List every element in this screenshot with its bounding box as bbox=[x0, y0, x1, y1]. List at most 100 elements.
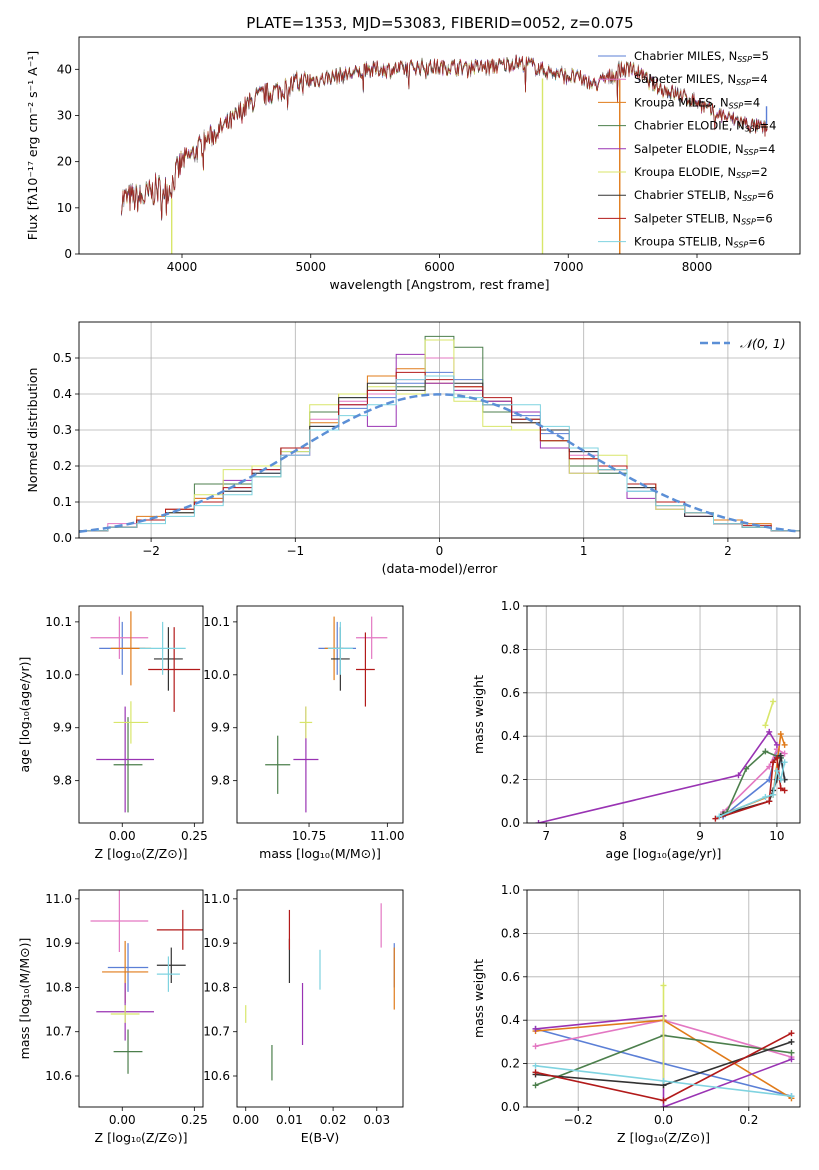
spectrum-lines bbox=[121, 54, 768, 254]
plot-age_vs_z: 0.00 0.25 9.8 9.9 10.0 10.1 Z [log₁₀(Z/Z⊙)] age… bbox=[17, 605, 208, 861]
x-tick-label: 7 bbox=[542, 829, 550, 843]
x-tick-label: 0.2 bbox=[739, 1113, 758, 1127]
errorbar-point bbox=[148, 627, 201, 712]
y-tick-label: 9.9 bbox=[53, 721, 72, 735]
residual-legend: 𝒩(0, 1) bbox=[700, 336, 786, 351]
plot-weight_vs_z: −0.2 0.0 0.2 0.0 0.2 0.4 0.6 0.8 1.0 Z [log₁₀(Z/Z… bbox=[471, 883, 801, 1145]
y-tick-label: 0.8 bbox=[501, 642, 520, 656]
plot-mass_vs_z: 0.00 0.25 10.6 10.7 10.8 10.9 11.0 Z [log₁₀(Z/Z… bbox=[17, 889, 208, 1145]
axes-frame bbox=[236, 605, 404, 824]
weight-line bbox=[538, 730, 778, 823]
y-tick-label: 20 bbox=[57, 155, 72, 169]
legend-subscript: SSP bbox=[744, 148, 759, 157]
data-mass_vs_ebv bbox=[245, 903, 395, 1081]
errorbar-point bbox=[356, 616, 388, 659]
histograms bbox=[79, 335, 800, 538]
x-tick-label: 2 bbox=[724, 544, 732, 558]
y-tick-label: 10.1 bbox=[203, 615, 230, 629]
legend-text: Salpeter MILES, N bbox=[634, 72, 736, 86]
x-axis-label: mass [log₁₀(M/M⊙)] bbox=[259, 846, 381, 861]
errorbar-point bbox=[107, 943, 149, 992]
y-tick-label: 0.0 bbox=[501, 816, 520, 830]
legend-count: =4 bbox=[751, 72, 768, 86]
x-tick-label: 0.25 bbox=[181, 1113, 208, 1127]
x-tick-label: 8 bbox=[619, 829, 627, 843]
plot-weight_vs_age: 7 8 9 10 0.0 0.2 0.4 0.6 0.8 1.0 age [log₁₀(age/yr… bbox=[471, 599, 801, 861]
errorbar-point bbox=[90, 616, 149, 659]
errorbar-point bbox=[265, 735, 291, 794]
axes-frame bbox=[78, 889, 204, 1108]
y-tick-label: 10.0 bbox=[45, 668, 72, 682]
legend-subscript: SSP bbox=[741, 217, 756, 226]
x-tick-label: 0 bbox=[436, 544, 444, 558]
legend-count: =6 bbox=[748, 235, 765, 249]
legend-text: Chabrier STELIB, N bbox=[634, 188, 742, 202]
errorbar-point bbox=[113, 701, 149, 744]
legend-count: =6 bbox=[757, 188, 774, 202]
y-tick-label: 10.0 bbox=[203, 668, 230, 682]
y-tick-label: 10.6 bbox=[203, 1069, 230, 1083]
axes-age_vs_z: 0.00 0.25 9.8 9.9 10.0 10.1 Z [log₁₀(Z/Z⊙)] age… bbox=[17, 605, 208, 861]
errorbar-point bbox=[153, 627, 183, 691]
legend-label: Salpeter STELIB, NSSP=6 bbox=[634, 211, 773, 226]
legend-count: =4 bbox=[743, 95, 760, 109]
grid-residuals bbox=[79, 322, 800, 539]
errorbar-point bbox=[299, 706, 313, 739]
y-tick-label: 1.0 bbox=[501, 883, 520, 897]
y-tick-label: 0.0 bbox=[501, 1100, 520, 1114]
x-axis-label: E(B-V) bbox=[301, 1130, 340, 1145]
y-tick-label: 10.9 bbox=[203, 936, 230, 950]
axes-age_vs_mass: 10.75 11.00 9.8 9.9 10.0 10.1 mass [log₁₀(M/M⊙… bbox=[203, 605, 405, 861]
legend-subscript: SSP bbox=[736, 171, 751, 180]
weight-series bbox=[532, 982, 795, 1107]
axes-frame bbox=[78, 321, 801, 539]
y-axis-label: mass [log₁₀(M/M⊙)] bbox=[17, 938, 32, 1060]
y-tick-label: 9.8 bbox=[53, 774, 72, 788]
y-tick-label: 10.7 bbox=[203, 1025, 230, 1039]
axes-residuals: −2 −1 0 1 2 0.0 0.1 0.2 0.3 0.4 0.5 (data-model)/er… bbox=[25, 321, 801, 576]
y-tick-label: 10.9 bbox=[45, 936, 72, 950]
axes-weight_vs_z: −0.2 0.0 0.2 0.0 0.2 0.4 0.6 0.8 1.0 Z [log₁₀(Z/Z… bbox=[471, 883, 801, 1145]
y-axis-label: mass weight bbox=[471, 959, 486, 1038]
x-axis-label: (data-model)/error bbox=[382, 561, 499, 576]
axes-mass_vs_ebv: 0.00 0.01 0.02 0.03 10.6 10.7 10.8 10.9 11.0 E(B-… bbox=[203, 889, 404, 1145]
errorbar-point bbox=[356, 632, 375, 707]
x-tick-label: 0.03 bbox=[363, 1113, 390, 1127]
y-tick-label: 10.1 bbox=[45, 615, 72, 629]
plot-age_vs_mass: 10.75 11.00 9.8 9.9 10.0 10.1 mass [log₁₀(M/M⊙… bbox=[203, 605, 405, 861]
legend-subscript: SSP bbox=[742, 194, 757, 203]
weight-line bbox=[764, 701, 774, 726]
x-tick-label: 5000 bbox=[295, 260, 326, 274]
axes-weight_vs_age: 7 8 9 10 0.0 0.2 0.4 0.6 0.8 1.0 age [log₁₀(age/yr… bbox=[471, 599, 801, 861]
data-residuals bbox=[79, 335, 800, 538]
y-tick-label: 0.4 bbox=[501, 729, 520, 743]
y-tick-label: 10.7 bbox=[45, 1025, 72, 1039]
y-axis-label: Flux [fλ10⁻¹⁷ erg cm⁻² s⁻¹ A⁻¹] bbox=[25, 51, 40, 240]
figure-title: PLATE=1353, MJD=53083, FIBERID=0052, z=0… bbox=[246, 14, 633, 32]
data-spectrum bbox=[121, 54, 768, 254]
y-tick-label: 0.2 bbox=[501, 1057, 520, 1071]
legend-count: =6 bbox=[756, 211, 773, 225]
data-weight_vs_age bbox=[535, 698, 788, 823]
x-tick-label: 0.00 bbox=[109, 829, 136, 843]
x-tick-label: 10.75 bbox=[292, 829, 326, 843]
y-tick-label: 10.8 bbox=[203, 980, 230, 994]
legend-label: Chabrier ELODIE, NSSP=4 bbox=[634, 119, 776, 134]
weight-line bbox=[722, 748, 785, 813]
y-tick-label: 0 bbox=[64, 247, 72, 261]
grid-weight_vs_age bbox=[527, 605, 800, 824]
y-tick-label: 0.2 bbox=[53, 459, 72, 473]
y-tick-label: 0.0 bbox=[53, 531, 72, 545]
y-tick-label: 0.1 bbox=[53, 495, 72, 509]
x-tick-label: 9 bbox=[696, 829, 704, 843]
legend-label: Chabrier MILES, NSSP=5 bbox=[634, 49, 769, 64]
spectrum-model-line bbox=[121, 54, 768, 219]
y-tick-label: 1.0 bbox=[501, 599, 520, 613]
weight-series bbox=[535, 698, 788, 823]
y-axis-label: Normed distribution bbox=[25, 368, 40, 493]
errorbar-point bbox=[156, 947, 186, 983]
legend-text: Chabrier ELODIE, N bbox=[634, 119, 745, 133]
errorbar-point bbox=[327, 621, 353, 675]
x-tick-label: 7000 bbox=[553, 260, 584, 274]
legend-text: Kroupa ELODIE, N bbox=[634, 165, 736, 179]
